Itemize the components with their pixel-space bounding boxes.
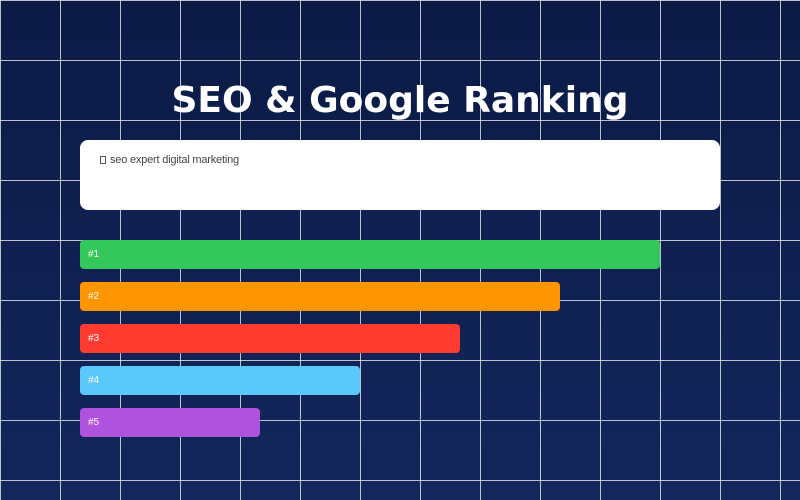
ranking-label-1: #1 [88,249,100,260]
search-icon [100,156,106,164]
ranking-label-2: #2 [88,291,100,302]
ranking-bars: #1 #2 #3 #4 #5 [80,240,660,450]
ranking-bar-2: #2 [80,282,560,311]
search-query: seo expert digital marketing [110,154,239,166]
ranking-bar-1: #1 [80,240,660,269]
search-box[interactable]: seo expert digital marketing [80,140,720,210]
page-title: SEO & Google Ranking [171,80,629,121]
ranking-bar-3: #3 [80,324,460,353]
ranking-label-4: #4 [88,375,100,386]
ranking-label-5: #5 [88,417,100,428]
ranking-bar-4: #4 [80,366,360,395]
ranking-label-3: #3 [88,333,100,344]
ranking-bar-5: #5 [80,408,260,437]
search-row: seo expert digital marketing [100,154,700,166]
